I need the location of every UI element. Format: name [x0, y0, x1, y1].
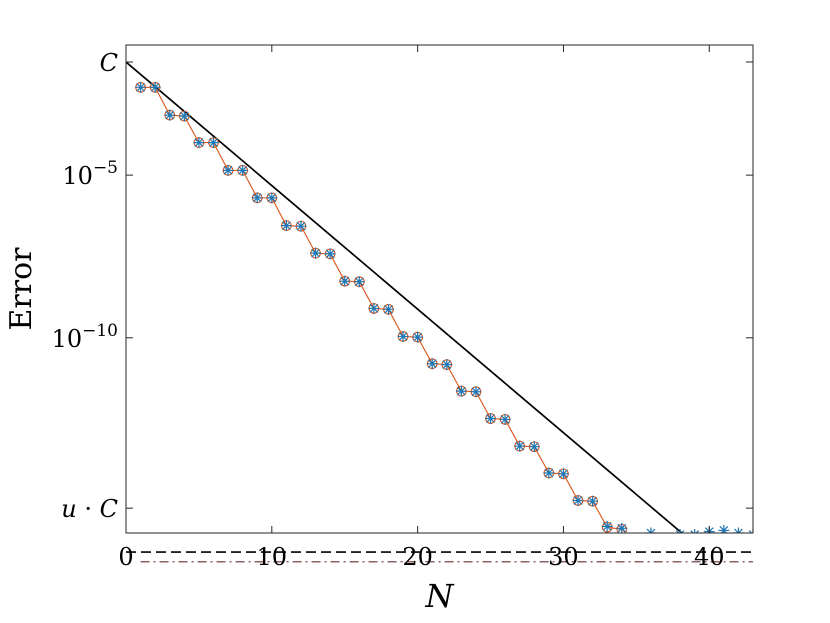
asterisk-marker — [616, 522, 628, 533]
asterisk-marker — [499, 413, 511, 425]
y-axis-title: Error — [4, 247, 39, 331]
asterisk-marker — [149, 81, 161, 93]
circle-marker — [734, 537, 744, 547]
asterisk-marker — [280, 220, 292, 232]
bound-line — [126, 61, 684, 533]
x-tick-label: 30 — [548, 543, 579, 571]
asterisk-marker — [675, 528, 685, 533]
x-tick-label: 0 — [118, 543, 133, 571]
plot-area — [125, 44, 758, 563]
asterisk-marker — [572, 494, 584, 506]
asterisk-marker — [587, 495, 599, 507]
asterisk-marker — [237, 164, 249, 176]
asterisk-marker — [690, 528, 700, 533]
y-tick-label: C — [100, 49, 118, 77]
axes-box — [125, 44, 754, 534]
asterisk-marker — [207, 137, 219, 149]
x-tick-label: 10 — [257, 543, 288, 571]
asterisk-marker — [382, 303, 394, 315]
asterisk-marker — [397, 330, 409, 342]
asterisk-marker — [543, 467, 555, 479]
asterisk-marker — [353, 276, 365, 288]
asterisk-marker — [441, 359, 453, 371]
asterisk-marker — [339, 275, 351, 287]
circle-marker — [748, 537, 758, 547]
x-tick-label: 40 — [694, 543, 725, 571]
series-layer — [126, 61, 758, 547]
asterisk-marker — [310, 247, 322, 259]
asterisk-marker — [135, 81, 147, 93]
asterisk-marker — [251, 192, 263, 204]
asterisk-marker — [664, 532, 667, 533]
circle-marker — [632, 537, 642, 547]
y-tick-labels: C 10−5 10−10 u · C — [52, 49, 118, 523]
asterisk-marker — [557, 468, 569, 480]
asterisk-marker — [266, 192, 278, 204]
asterisk-marker — [368, 302, 380, 314]
asterisk-marker — [164, 109, 176, 121]
asterisk-marker — [528, 441, 540, 453]
asterisk-marker — [178, 110, 190, 122]
circle-marker — [675, 537, 685, 547]
circle-series-line — [140, 86, 628, 533]
asterisk-marker — [295, 220, 307, 232]
asterisk-marker — [222, 164, 234, 176]
asterisk-marker — [514, 440, 526, 452]
asterisk-marker — [718, 524, 730, 533]
y-tick-label: 10−10 — [52, 321, 118, 353]
x-tick-labels: 0 10 20 30 40 — [118, 543, 724, 571]
circle-marker — [661, 537, 671, 547]
asterisk-marker — [635, 532, 637, 533]
asterisk-marker — [470, 386, 482, 398]
circle-marker — [646, 537, 656, 547]
x-axis-title: N — [425, 577, 455, 615]
asterisk-marker — [193, 137, 205, 149]
x-tick-label: 20 — [402, 543, 433, 571]
y-tick-label: u · C — [61, 495, 118, 523]
asterisk-marker — [601, 520, 613, 532]
tick-marks — [125, 45, 753, 533]
asterisk-marker — [324, 248, 336, 260]
asterisk-marker — [426, 358, 438, 370]
y-tick-label: 10−5 — [62, 158, 118, 190]
asterisk-marker — [455, 385, 467, 397]
asterisk-marker — [412, 331, 424, 343]
asterisk-marker — [485, 413, 497, 425]
